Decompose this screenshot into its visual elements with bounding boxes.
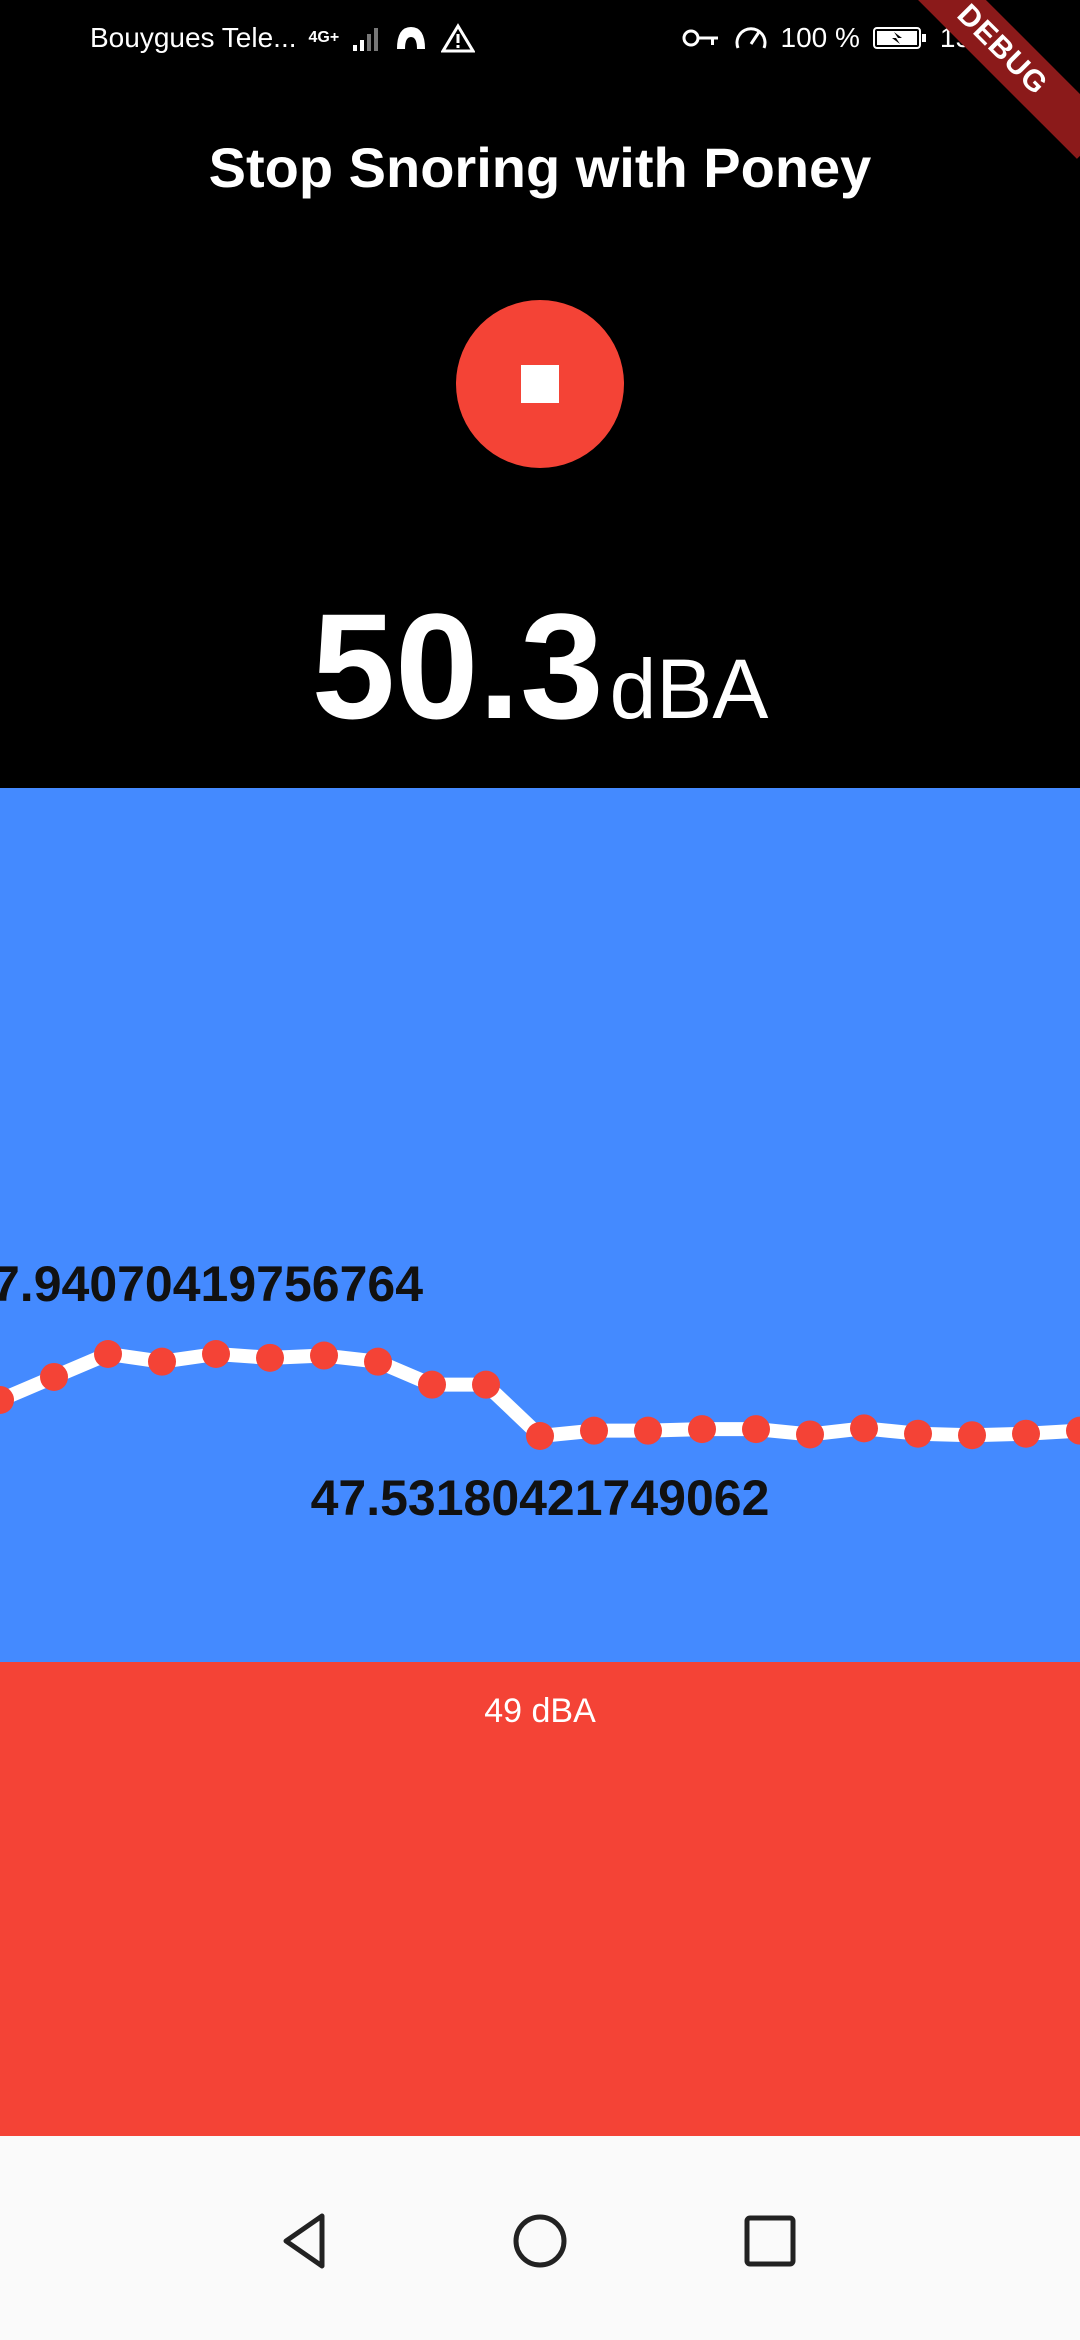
chart-point — [148, 1347, 176, 1376]
chart-point — [1066, 1416, 1080, 1445]
battery-icon — [872, 27, 926, 49]
chart-point — [526, 1422, 554, 1450]
chart-point — [94, 1340, 122, 1368]
sound-chart: 7.94070419756764 47.53180421749062 — [0, 788, 1080, 1662]
sound-chart-svg: 7.94070419756764 47.53180421749062 — [0, 1256, 1080, 1526]
sound-level-unit: dBA — [609, 642, 769, 736]
speed-icon — [735, 27, 766, 49]
stop-recording-button[interactable] — [456, 300, 624, 468]
chart-point — [1012, 1419, 1040, 1448]
back-icon[interactable] — [270, 2206, 340, 2276]
chart-point — [310, 1341, 338, 1370]
status-left: Bouygues Tele... 4G+ — [90, 22, 476, 54]
chart-point — [958, 1421, 986, 1450]
signal-icon — [353, 28, 379, 51]
warning-icon — [441, 23, 476, 53]
chart-point — [796, 1420, 824, 1449]
threshold-area: 49 dBA — [0, 1662, 1080, 2136]
chart-point — [688, 1415, 716, 1444]
chart-point — [0, 1385, 14, 1414]
threshold-label: 49 dBA — [484, 1692, 596, 1730]
sound-level-value: 50.3 — [311, 582, 604, 750]
network-type: 4G+ — [308, 29, 340, 46]
carrier-name: Bouygues Tele... — [90, 22, 297, 53]
chart-point — [40, 1362, 68, 1391]
chart-point — [256, 1343, 284, 1372]
chart-annotation-min: 47.53180421749062 — [311, 1470, 770, 1526]
chart-point — [904, 1419, 932, 1448]
chart-point — [418, 1370, 446, 1399]
stop-icon — [521, 365, 559, 403]
chart-point — [202, 1340, 230, 1368]
chart-point — [634, 1416, 662, 1445]
navigation-bar — [0, 2136, 1080, 2340]
home-icon[interactable] — [505, 2206, 575, 2276]
recents-icon[interactable] — [735, 2206, 805, 2276]
chart-point — [742, 1415, 770, 1444]
chart-point — [580, 1416, 608, 1445]
sound-level-display: 50.3 dBA — [0, 580, 1080, 753]
chart-point — [472, 1370, 500, 1399]
status-bar: Bouygues Tele... 4G+ 100 % — [0, 0, 1080, 80]
battery-level: 100 % — [780, 22, 860, 53]
chart-point — [850, 1414, 878, 1443]
vpn-icon — [397, 27, 426, 49]
chart-annotation-max: 7.94070419756764 — [0, 1256, 423, 1312]
chart-point — [364, 1347, 392, 1376]
page-title: Stop Snoring with Poney — [208, 136, 872, 199]
key-icon — [682, 29, 718, 47]
